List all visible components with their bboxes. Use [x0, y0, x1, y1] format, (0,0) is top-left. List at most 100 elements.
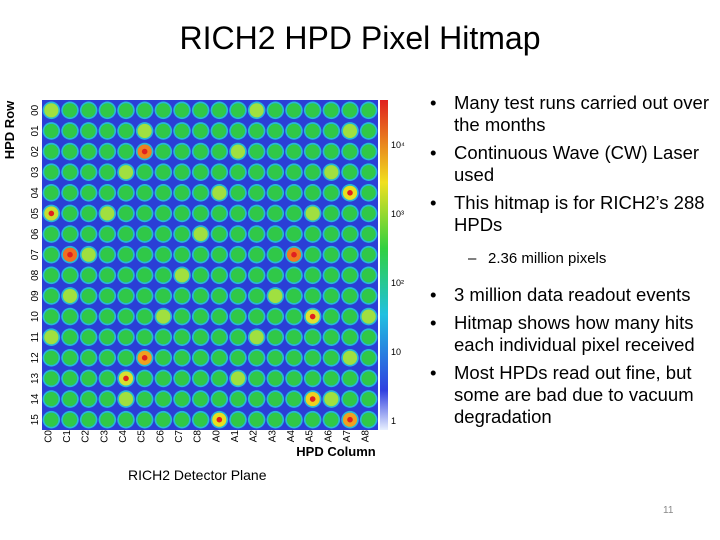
- hpd: [174, 288, 190, 304]
- hpd: [193, 268, 208, 283]
- hpd: [44, 144, 59, 159]
- hpd: [212, 371, 227, 386]
- hpd: [100, 247, 115, 262]
- hpd: [156, 103, 171, 118]
- hpd: [268, 330, 283, 345]
- hpd-core: [309, 313, 316, 320]
- hpd: [118, 412, 134, 427]
- hpd: [286, 371, 302, 386]
- hpd: [44, 103, 59, 118]
- figure-caption: RICH2 Detector Plane: [128, 467, 267, 483]
- hpd: [174, 185, 190, 200]
- hpd: [361, 391, 376, 407]
- hpd: [361, 123, 376, 139]
- hpd: [62, 330, 78, 345]
- colorbar: [380, 100, 388, 430]
- hpd: [44, 288, 59, 304]
- hpd: [305, 123, 320, 139]
- hpd: [174, 247, 190, 262]
- hpd: [100, 144, 115, 159]
- column-label: C4: [118, 430, 129, 443]
- bullet: This hitmap is for RICH2’s 288 HPDs: [428, 192, 720, 236]
- hpd: [81, 165, 96, 180]
- row-label: 15: [30, 414, 41, 426]
- hpd: [268, 123, 283, 139]
- column-label: A1: [230, 430, 241, 443]
- bullet-list: Many test runs carried out over the mont…: [428, 92, 720, 434]
- hpd: [137, 185, 152, 200]
- hpd: [268, 226, 283, 242]
- hpd: [305, 371, 320, 386]
- hpd: [286, 226, 302, 242]
- row-label: 11: [30, 332, 41, 343]
- hpd: [137, 226, 152, 242]
- hpd: [100, 103, 115, 118]
- hpd: [324, 288, 339, 304]
- hpd: [361, 185, 376, 200]
- row-label: 06: [30, 228, 41, 240]
- hpd: [100, 309, 115, 324]
- hpd: [212, 288, 227, 304]
- hpd: [305, 330, 320, 345]
- hpd: [137, 371, 152, 386]
- hpd: [81, 309, 96, 324]
- x-axis-label: HPD Column: [296, 444, 376, 459]
- hpd: [268, 268, 283, 283]
- hpd: [212, 144, 227, 159]
- hpd: [230, 185, 246, 200]
- hpd: [324, 185, 339, 200]
- bullet: Many test runs carried out over the mont…: [428, 92, 720, 136]
- hpd: [193, 412, 208, 427]
- hpd: [361, 226, 376, 242]
- hpd: [137, 206, 152, 221]
- hpd: [342, 165, 358, 180]
- hpd: [361, 350, 376, 365]
- plot-background: [42, 100, 378, 430]
- hpd: [361, 247, 376, 262]
- hpd: [212, 391, 227, 407]
- sub-bullet: 2.36 million pixels: [428, 248, 720, 270]
- hpd: [286, 144, 302, 159]
- hpd: [268, 412, 283, 427]
- hpd: [230, 412, 246, 427]
- hpd-core: [141, 148, 148, 155]
- hpd: [174, 371, 190, 386]
- hpd: [305, 247, 320, 262]
- hpd: [81, 247, 96, 262]
- hpd: [156, 412, 171, 427]
- hpd: [118, 123, 134, 139]
- hpd: [361, 330, 376, 345]
- hpd: [286, 185, 302, 200]
- hpd: [342, 391, 358, 407]
- hpd: [212, 165, 227, 180]
- hpd: [118, 391, 134, 407]
- column-label: A4: [286, 430, 297, 443]
- hpd: [118, 309, 134, 324]
- hpd: [44, 391, 59, 407]
- hpd: [305, 144, 320, 159]
- hpd: [230, 123, 246, 139]
- hpd: [249, 268, 264, 283]
- y-axis-label: HPD Row: [2, 100, 17, 159]
- hpd: [268, 350, 283, 365]
- colorbar-label: 10: [391, 347, 401, 357]
- hpd: [305, 206, 320, 221]
- hpd: [230, 288, 246, 304]
- row-label: 14: [30, 393, 41, 405]
- hpd: [324, 330, 339, 345]
- hpd: [249, 165, 264, 180]
- hpd: [268, 247, 283, 262]
- hpd: [268, 391, 283, 407]
- hpd: [100, 268, 115, 283]
- hpd: [286, 350, 302, 365]
- hpd: [100, 391, 115, 407]
- hpd: [361, 288, 376, 304]
- hpd: [342, 350, 358, 365]
- hpd: [342, 371, 358, 386]
- hpd: [100, 165, 115, 180]
- row-label: 02: [30, 146, 41, 158]
- hpd: [342, 309, 358, 324]
- hpd: [156, 288, 171, 304]
- hpd: [342, 144, 358, 159]
